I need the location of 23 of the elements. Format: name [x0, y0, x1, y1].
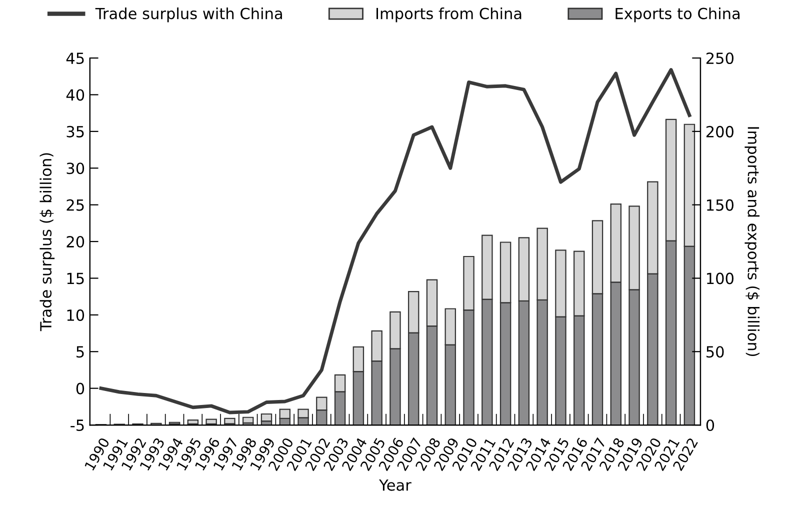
y2-axis-title: Imports and exports ($ billion) [744, 127, 760, 356]
y-tick-label: 25 [66, 199, 84, 211]
y2-tick-label: 150 [707, 199, 734, 211]
y-tick-label: 35 [66, 126, 84, 138]
y-tick-label: -5 [70, 420, 84, 432]
y-axis-title: Trade surplus ($ billion) [40, 153, 55, 332]
y-tick-label: 0 [76, 382, 84, 394]
y-tick-label: 15 [67, 272, 84, 284]
y2-tick-label: 250 [706, 52, 734, 64]
y2-tick-label: 0 [706, 419, 714, 432]
legend-label: Trade surplus with China [95, 7, 282, 22]
legend-label: Imports from China [376, 7, 522, 22]
y-tick-label: 20 [66, 236, 84, 248]
y-tick-label: 10 [67, 309, 84, 321]
y-tick-label: 45 [66, 52, 84, 64]
y2-tick-label: 50 [706, 346, 724, 358]
legend-label: Exports to China [616, 7, 740, 22]
y-tick-label: 5 [76, 346, 84, 358]
y2-tick-label: 100 [707, 272, 734, 284]
y-tick-label: 30 [66, 162, 84, 174]
y2-tick-label: 200 [706, 126, 734, 138]
x-axis-title: Year [379, 479, 412, 491]
y-tick-label: 40 [66, 89, 84, 101]
